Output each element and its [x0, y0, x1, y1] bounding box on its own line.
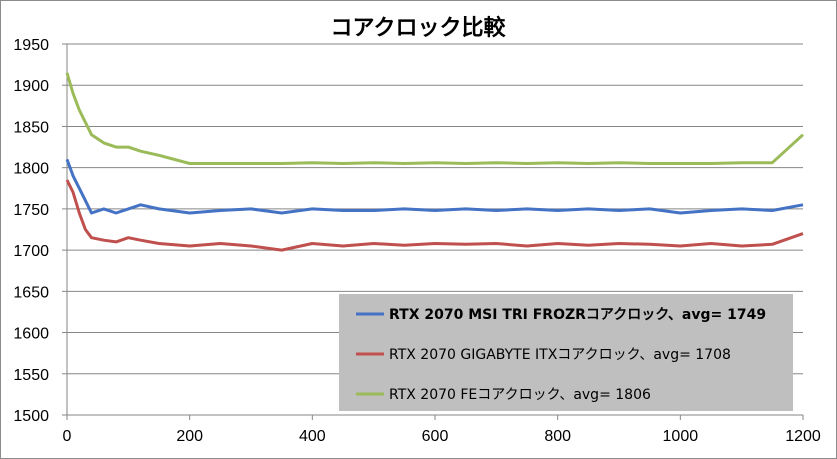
y-tick-label: 1500: [13, 408, 49, 425]
y-tick-label: 1550: [13, 367, 49, 384]
x-tick-label: 600: [422, 428, 449, 445]
series-line-3: [65, 72, 805, 165]
x-tick-label: 400: [299, 428, 326, 445]
y-tick-label: 1700: [13, 243, 49, 260]
y-tick-label: 1900: [13, 78, 49, 95]
series-lines: [65, 72, 805, 252]
legend: RTX 2070 MSI TRI FROZRコアクロック、avg= 1749 RT…: [339, 294, 793, 411]
legend-label-2: RTX 2070 GIGABYTE ITXコアクロック、avg= 1708: [389, 347, 731, 363]
y-tick-label: 1750: [13, 202, 49, 219]
series-line-2: [65, 179, 804, 252]
legend-label-1: RTX 2070 MSI TRI FROZRコアクロック、avg= 1749: [389, 307, 766, 323]
chart-title: コアクロック比較: [331, 15, 507, 41]
legend-box: [339, 294, 793, 411]
axes: 1500 1550 1600 1650 1700 1750 1800 1850 1900 1950…: [13, 37, 820, 445]
y-tick-label: 1800: [13, 161, 49, 178]
y-tick-label: 1850: [13, 119, 49, 136]
x-tick-label: 1200: [785, 428, 821, 445]
x-tick-label: 800: [544, 428, 571, 445]
y-tick-label: 1950: [13, 37, 49, 54]
legend-label-3: RTX 2070 FEコアクロック、avg= 1806: [389, 387, 651, 403]
y-tick-label: 1650: [13, 284, 49, 301]
x-tick-label: 0: [63, 428, 72, 445]
x-tick-label: 200: [176, 428, 203, 445]
series-line-1: [65, 158, 804, 215]
x-tick-label: 1000: [663, 428, 699, 445]
y-tick-label: 1600: [13, 326, 49, 343]
